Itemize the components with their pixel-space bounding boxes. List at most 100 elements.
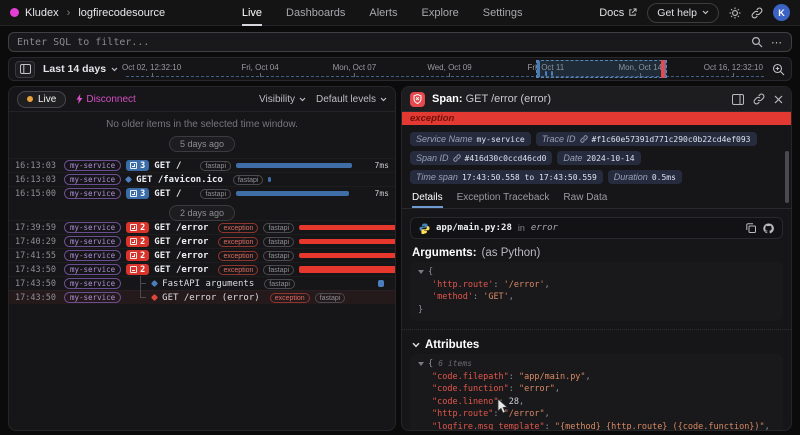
search-icon[interactable]	[751, 36, 763, 48]
trace-row[interactable]: 16:13:03my-service3GET /fastapi7ms	[9, 158, 395, 172]
timeline-tick	[733, 73, 734, 77]
tree-connector	[140, 277, 147, 290]
time-divider: 2 days ago	[9, 200, 395, 220]
code-line: 'http.route': '/error',	[418, 279, 775, 292]
trace-row[interactable]: 16:15:00my-service3GET /fastapi7ms	[9, 186, 395, 200]
magnifier-plus-icon	[772, 63, 785, 76]
dict-value: '/error'	[504, 280, 545, 290]
project-name[interactable]: logfirecodesource	[78, 7, 165, 19]
punct: ,	[555, 384, 560, 394]
expand-children-badge[interactable]: 2	[126, 236, 149, 247]
tab-alerts[interactable]: Alerts	[369, 0, 397, 26]
link-icon[interactable]	[580, 135, 588, 143]
timeline-selection[interactable]	[536, 60, 667, 78]
timeline-tick	[354, 73, 355, 77]
trace-row[interactable]: 17:43:50my-service2GET /errorexceptionfa…	[9, 262, 395, 276]
expand-icon	[130, 252, 137, 259]
service-tag: my-service	[64, 250, 121, 261]
user-avatar[interactable]: K	[773, 4, 790, 21]
expand-children-badge[interactable]: 2	[126, 250, 149, 261]
trace-row[interactable]: 17:43:50my-serviceFastAPI argumentsfasta…	[9, 276, 395, 290]
github-icon[interactable]	[763, 223, 774, 234]
close-icon[interactable]	[774, 95, 783, 104]
trace-row[interactable]: 16:13:03my-serviceGET /favicon.icofastap…	[9, 172, 395, 186]
timeline[interactable]: Oct 02, 12:32:10Fri, Oct 04Mon, Oct 07We…	[126, 58, 764, 80]
tab-live[interactable]: Live	[242, 0, 262, 26]
dock-panel-icon[interactable]	[732, 94, 744, 105]
main-tabs: Live Dashboards Alerts Explore Settings	[242, 0, 523, 26]
json-string: "app/main.py"	[519, 372, 586, 382]
expand-children-badge[interactable]: 3	[126, 160, 149, 171]
sql-filter-input[interactable]: Enter SQL to filter...	[17, 37, 743, 48]
copy-link-icon[interactable]	[753, 93, 765, 105]
expand-children-badge[interactable]: 2	[126, 222, 149, 233]
fastapi-tag: fastapi	[263, 251, 294, 261]
live-toggle[interactable]: Live	[17, 91, 66, 108]
tab-settings[interactable]: Settings	[483, 0, 523, 26]
selection-left-handle[interactable]	[537, 61, 540, 77]
copy-icon[interactable]	[746, 223, 756, 233]
span-message: GET /error	[154, 265, 208, 275]
zoom-in-button[interactable]	[772, 63, 785, 76]
trace-row-list: 16:13:03my-service3GET /fastapi7ms16:13:…	[9, 158, 395, 304]
timeline-tick-label: Oct 02, 12:32:10	[122, 63, 181, 72]
span-detail-header: Span: GET /error (error)	[402, 87, 791, 112]
meta-pill-service-name: Service Namemy-service	[410, 132, 531, 146]
chevron-down-icon	[702, 10, 709, 15]
get-help-button[interactable]: Get help	[647, 3, 719, 23]
trace-row[interactable]: 17:39:59my-service2GET /errorexceptionfa…	[9, 220, 395, 234]
fastapi-tag: fastapi	[200, 161, 231, 171]
code-location-file[interactable]: app/main.py:28	[436, 223, 512, 233]
docs-link[interactable]: Docs	[599, 7, 637, 19]
tab-explore[interactable]: Explore	[421, 0, 458, 26]
span-diamond-icon	[151, 294, 158, 301]
service-tag: my-service	[64, 264, 121, 275]
row-timestamp: 17:41:55	[15, 251, 59, 261]
json-key: "logfire.msg_template"	[432, 422, 545, 432]
scrollbar-thumb[interactable]	[785, 151, 789, 203]
activity-mark	[551, 71, 553, 76]
span-detail-panel: Span: GET /error (error) exception Servi…	[401, 86, 792, 431]
attributes-code-block: { 6 items"code.filepath": "app/main.py",…	[410, 354, 783, 431]
brace: }	[418, 305, 423, 315]
levels-dropdown[interactable]: Default levels	[316, 94, 387, 105]
detail-tab-raw-data[interactable]: Raw Data	[563, 192, 607, 208]
punct: :	[509, 372, 519, 382]
collapse-arrow-icon[interactable]	[418, 270, 424, 274]
detail-tab-details[interactable]: Details	[412, 192, 443, 208]
share-link-button[interactable]	[751, 7, 763, 19]
span-message: GET /error (error)	[162, 293, 260, 303]
sidebar-toggle-button[interactable]	[15, 61, 35, 78]
get-help-label: Get help	[657, 7, 697, 19]
trace-row[interactable]: 17:40:29my-service2GET /errorexceptionfa…	[9, 234, 395, 248]
arguments-mode: (as Python)	[482, 247, 541, 259]
collapse-icon	[130, 266, 137, 273]
expand-children-badge[interactable]: 3	[126, 188, 149, 199]
duration-bar	[299, 253, 396, 258]
attributes-heading[interactable]: Attributes	[402, 329, 791, 354]
org-name[interactable]: Kludex	[25, 7, 59, 19]
more-menu-button[interactable]: ⋯	[771, 36, 783, 49]
sql-filter-bar[interactable]: Enter SQL to filter... ⋯	[8, 32, 792, 52]
disconnect-button[interactable]: Disconnect	[76, 94, 135, 105]
theme-toggle-button[interactable]	[729, 7, 741, 19]
tab-dashboards[interactable]: Dashboards	[286, 0, 345, 26]
external-link-icon	[628, 8, 637, 17]
trace-row[interactable]: 17:43:50my-serviceGET /error (error)exce…	[9, 290, 395, 304]
time-range-dropdown[interactable]: Last 14 days	[43, 63, 118, 75]
arguments-title: Arguments:	[412, 247, 477, 259]
expand-children-badge[interactable]: 2	[126, 264, 149, 275]
visibility-dropdown[interactable]: Visibility	[259, 94, 306, 105]
child-count: 2	[140, 265, 145, 275]
trace-row[interactable]: 17:41:55my-service2GET /errorexceptionfa…	[9, 248, 395, 262]
punct: :	[493, 280, 503, 290]
collapse-arrow-icon[interactable]	[418, 362, 424, 366]
span-message: GET /	[154, 161, 181, 171]
code-location-preposition: in	[518, 223, 525, 233]
link-icon[interactable]	[453, 154, 461, 162]
code-line: "logfire.msg_template": "{method} {http.…	[418, 421, 775, 432]
punct: ,	[545, 409, 550, 419]
live-status-dot-icon	[27, 96, 33, 102]
timeline-baseline	[126, 76, 764, 77]
detail-tab-exception-traceback[interactable]: Exception Traceback	[457, 192, 550, 208]
